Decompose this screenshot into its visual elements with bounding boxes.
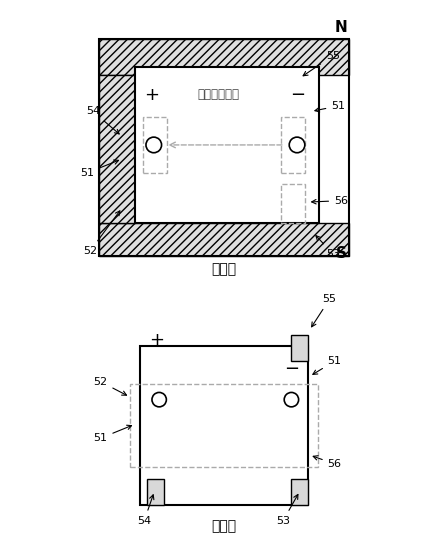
Text: 54: 54	[86, 107, 119, 134]
Bar	[147, 479, 164, 505]
Bar	[291, 479, 308, 505]
Text: 51: 51	[313, 356, 342, 374]
Bar	[99, 39, 349, 256]
Text: +: +	[150, 331, 164, 349]
Text: 52: 52	[83, 211, 120, 256]
Text: 51: 51	[315, 101, 345, 112]
Bar	[140, 346, 308, 505]
Text: S: S	[336, 246, 347, 261]
Text: −: −	[284, 360, 299, 378]
Bar	[291, 336, 308, 361]
Text: 56: 56	[312, 196, 348, 206]
Text: 51: 51	[81, 160, 119, 178]
Bar	[99, 39, 349, 75]
Text: 53: 53	[316, 236, 340, 259]
Text: −: −	[290, 86, 306, 104]
Text: +: +	[144, 86, 159, 104]
Bar	[135, 67, 319, 223]
Bar	[142, 117, 167, 173]
Bar	[130, 384, 318, 466]
Bar	[281, 184, 306, 223]
Text: 55: 55	[312, 294, 336, 327]
Text: 54: 54	[137, 495, 154, 526]
Text: 53: 53	[276, 495, 298, 526]
Text: 俦视图: 俦视图	[211, 262, 237, 276]
Text: N: N	[335, 20, 348, 35]
Bar	[99, 223, 349, 256]
Text: 56: 56	[313, 456, 342, 469]
Text: 52: 52	[94, 377, 126, 395]
Bar	[99, 75, 135, 223]
Text: 平视图: 平视图	[211, 519, 237, 533]
Text: 自由电子方向: 自由电子方向	[198, 88, 239, 101]
Bar	[281, 117, 306, 173]
Text: 51: 51	[94, 425, 132, 443]
Text: 55: 55	[303, 51, 340, 76]
